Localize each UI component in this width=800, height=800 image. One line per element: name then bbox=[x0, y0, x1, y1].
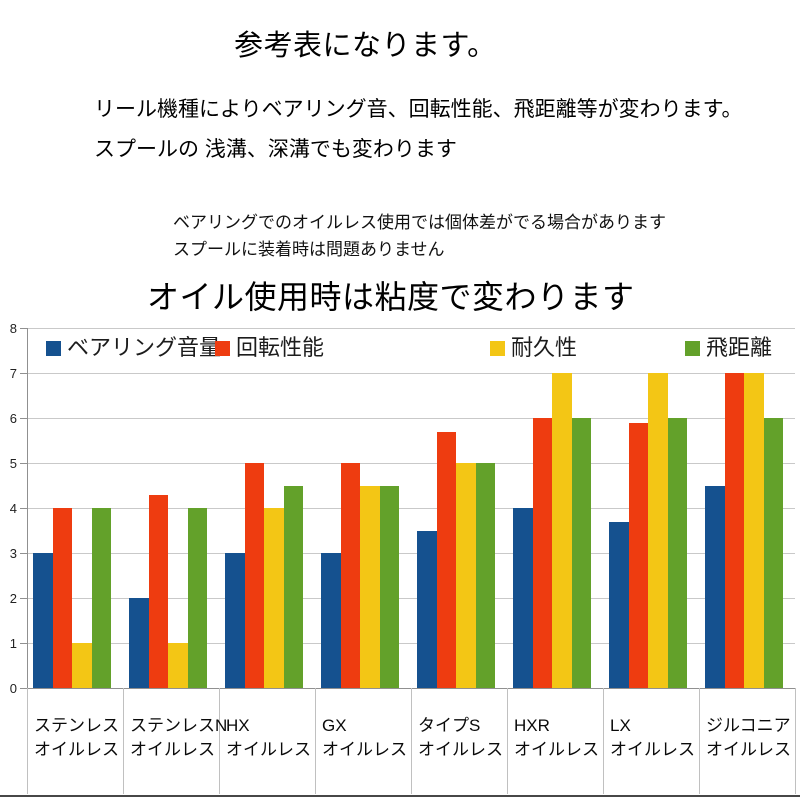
gridline-3 bbox=[27, 553, 795, 554]
y-axis-line bbox=[27, 328, 28, 688]
y-tick-4 bbox=[20, 508, 27, 509]
note-line-1: ベアリングでのオイルレス使用では個体差がでる場合があります bbox=[173, 213, 666, 232]
gridline-1 bbox=[27, 643, 795, 644]
gridline-4 bbox=[27, 508, 795, 509]
bar-回転性能-GX bbox=[340, 463, 360, 688]
legend-swatch-耐久性 bbox=[490, 341, 505, 356]
bar-耐久性-ステンレス bbox=[72, 643, 92, 688]
y-tick-1 bbox=[20, 643, 27, 644]
bar-飛距離-HXR bbox=[571, 418, 591, 688]
category-label-ジルコニア: ジルコニア オイルレス bbox=[706, 716, 791, 759]
legend-label-耐久性: 耐久性 bbox=[511, 335, 578, 360]
y-tick-5 bbox=[20, 463, 27, 464]
bar-耐久性-GX bbox=[360, 485, 380, 688]
category-separator bbox=[315, 688, 316, 794]
category-separator bbox=[27, 688, 28, 794]
bar-ベアリング音量-HXR bbox=[513, 508, 533, 688]
category-separator bbox=[795, 688, 796, 794]
bar-回転性能-LX bbox=[628, 422, 648, 688]
legend-label-回転性能: 回転性能 bbox=[236, 335, 325, 360]
gridline-7 bbox=[27, 373, 795, 374]
y-tick-6 bbox=[20, 418, 27, 419]
bar-ベアリング音量-ジルコニア bbox=[705, 485, 725, 688]
bar-ベアリング音量-タイプS bbox=[417, 530, 437, 688]
chart-title: オイル使用時は粘度で変わります bbox=[147, 279, 635, 315]
bar-ベアリング音量-ステンレス bbox=[33, 553, 53, 688]
bar-ベアリング音量-LX bbox=[609, 521, 629, 688]
bar-回転性能-ジルコニア bbox=[724, 373, 744, 688]
bar-耐久性-ジルコニア bbox=[744, 373, 764, 688]
category-label-HX: HX オイルレス bbox=[226, 716, 311, 759]
bar-飛距離-ステンレスN bbox=[187, 508, 207, 688]
y-tick-label-1: 1 bbox=[9, 636, 17, 651]
bar-回転性能-HX bbox=[244, 463, 264, 688]
bar-ベアリング音量-GX bbox=[321, 553, 341, 688]
gridline-8 bbox=[27, 328, 795, 329]
gridline-6 bbox=[27, 418, 795, 419]
bar-ベアリング音量-HX bbox=[225, 553, 245, 688]
y-tick-7 bbox=[20, 373, 27, 374]
category-label-ステンレス: ステンレス オイルレス bbox=[34, 716, 119, 759]
gridline-2 bbox=[27, 598, 795, 599]
bar-耐久性-LX bbox=[648, 373, 668, 688]
bar-耐久性-HX bbox=[264, 508, 284, 688]
category-separator bbox=[699, 688, 700, 794]
bar-耐久性-HXR bbox=[552, 373, 572, 688]
legend-swatch-ベアリング音量 bbox=[46, 341, 61, 356]
category-label-ステンレスN: ステンレスN オイルレス bbox=[130, 716, 228, 759]
y-tick-label-4: 4 bbox=[9, 501, 17, 516]
gridline-5 bbox=[27, 463, 795, 464]
y-tick-label-7: 7 bbox=[9, 366, 17, 381]
bottom-divider bbox=[0, 795, 800, 797]
intro-line-2: スプールの 浅溝、深溝でも変わります bbox=[94, 138, 457, 161]
category-separator bbox=[411, 688, 412, 794]
y-tick-0 bbox=[20, 688, 27, 689]
bar-飛距離-タイプS bbox=[475, 463, 495, 688]
bar-飛距離-ステンレス bbox=[91, 508, 111, 688]
bar-回転性能-タイプS bbox=[436, 431, 456, 688]
category-label-GX: GX オイルレス bbox=[322, 716, 407, 759]
category-separator bbox=[603, 688, 604, 794]
category-label-タイプS: タイプS オイルレス bbox=[418, 716, 503, 759]
page-title: 参考表になります。 bbox=[234, 30, 497, 62]
legend-label-飛距離: 飛距離 bbox=[706, 335, 773, 360]
y-tick-label-8: 8 bbox=[9, 321, 17, 336]
bar-耐久性-タイプS bbox=[456, 463, 476, 688]
y-tick-label-6: 6 bbox=[9, 411, 17, 426]
bar-飛距離-HX bbox=[283, 485, 303, 688]
y-tick-label-3: 3 bbox=[9, 546, 17, 561]
y-tick-8 bbox=[20, 328, 27, 329]
category-label-LX: LX オイルレス bbox=[610, 716, 695, 759]
y-tick-3 bbox=[20, 553, 27, 554]
y-tick-label-2: 2 bbox=[9, 591, 17, 606]
legend-label-ベアリング音量: ベアリング音量 bbox=[67, 335, 222, 360]
intro-text: リール機種によりベアリング音、回転性能、飛距離等が変わります。 スプールの 浅溝… bbox=[94, 90, 742, 170]
bar-耐久性-ステンレスN bbox=[168, 643, 188, 688]
note-line-2: スプールに装着時は問題ありません bbox=[173, 240, 445, 259]
category-separator bbox=[507, 688, 508, 794]
y-tick-label-0: 0 bbox=[9, 681, 17, 696]
bar-飛距離-LX bbox=[667, 418, 687, 688]
y-tick-2 bbox=[20, 598, 27, 599]
legend-swatch-飛距離 bbox=[685, 341, 700, 356]
note-text: ベアリングでのオイルレス使用では個体差がでる場合があります スプールに装着時は問… bbox=[173, 209, 666, 263]
intro-line-1: リール機種によりベアリング音、回転性能、飛距離等が変わります。 bbox=[94, 98, 743, 121]
bar-回転性能-HXR bbox=[532, 418, 552, 688]
bar-飛距離-ジルコニア bbox=[763, 418, 783, 688]
bar-飛距離-GX bbox=[379, 485, 399, 688]
bar-回転性能-ステンレス bbox=[52, 508, 72, 688]
category-separator bbox=[219, 688, 220, 794]
category-separator bbox=[123, 688, 124, 794]
category-label-HXR: HXR オイルレス bbox=[514, 716, 599, 759]
bar-ベアリング音量-ステンレスN bbox=[129, 598, 149, 688]
legend-swatch-回転性能 bbox=[215, 341, 230, 356]
bar-回転性能-ステンレスN bbox=[148, 494, 168, 688]
y-tick-label-5: 5 bbox=[9, 456, 17, 471]
